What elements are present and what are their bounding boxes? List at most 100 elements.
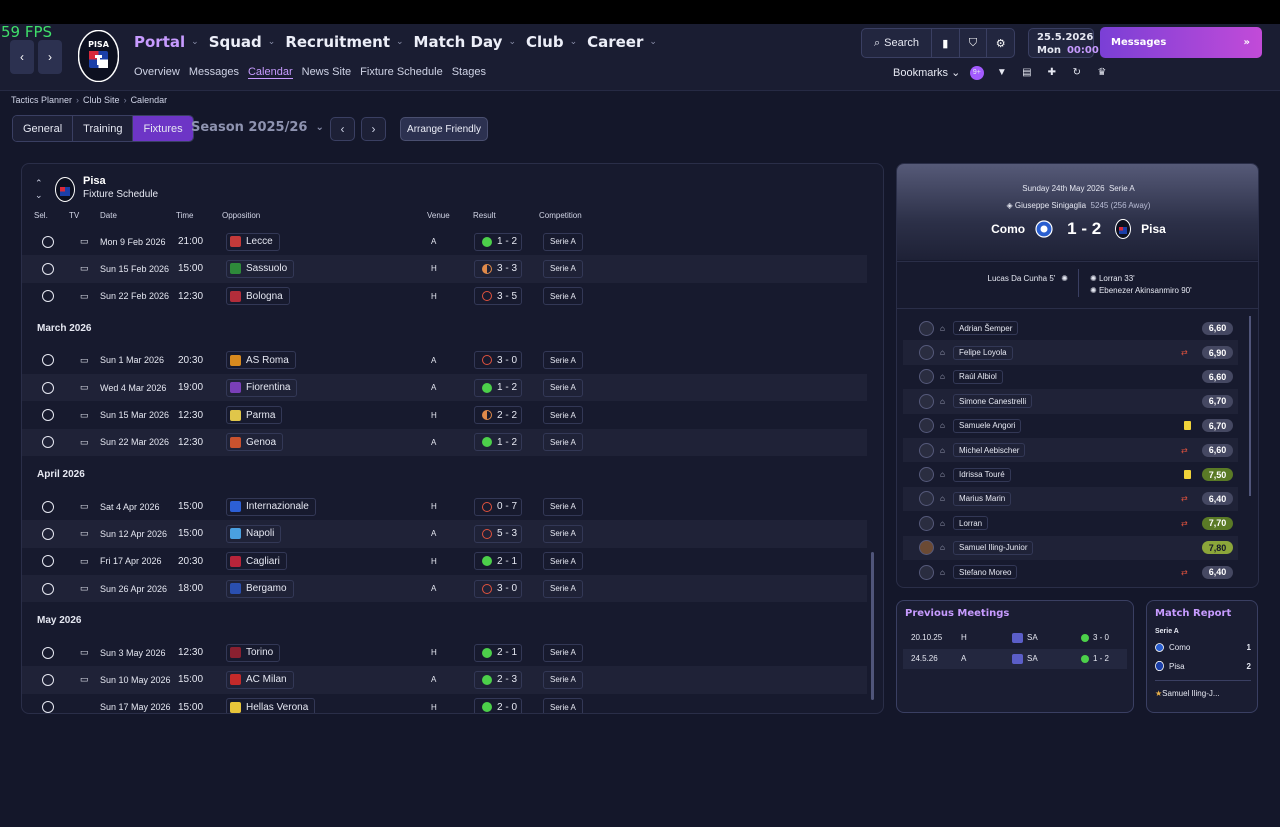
opposition-button[interactable]: AC Milan <box>226 670 294 689</box>
tab-general[interactable]: General <box>13 116 74 141</box>
back-button[interactable]: ‹ <box>10 40 34 74</box>
competition-button[interactable]: Serie A <box>543 287 583 306</box>
chat-icon[interactable]: 9+ <box>968 64 985 81</box>
opposition-button[interactable]: Sassuolo <box>226 259 295 278</box>
previous-meetings-title[interactable]: Previous Meetings <box>905 608 1010 619</box>
select-radio[interactable] <box>42 701 54 713</box>
result-button[interactable]: 1 - 2 <box>474 378 522 397</box>
select-radio[interactable] <box>42 555 54 568</box>
home-team-name[interactable]: Como <box>991 222 1026 236</box>
select-radio[interactable] <box>42 409 54 422</box>
select-radio[interactable] <box>42 673 54 686</box>
select-radio[interactable] <box>42 235 54 248</box>
match-report-title[interactable]: Match Report <box>1155 608 1232 619</box>
select-radio[interactable] <box>42 354 54 367</box>
result-button[interactable]: 2 - 2 <box>474 406 522 425</box>
messages-button[interactable]: Messages » <box>1100 27 1262 58</box>
player-name-button[interactable]: Samuele Angori <box>953 418 1022 433</box>
clipboard-icon[interactable]: ▤ <box>1022 67 1032 78</box>
fixture-row[interactable]: ▭ Sun 26 Apr 2026 18:00 Bergamo A 3 - 0 Serie … <box>22 574 867 603</box>
select-radio[interactable] <box>42 262 54 275</box>
fixture-row[interactable]: ▭ Sun 22 Mar 2026 12:30 Genoa A 1 - 2 Serie A <box>22 428 867 457</box>
column-header-tv[interactable]: TV <box>69 211 80 220</box>
result-button[interactable]: 2 - 1 <box>474 643 522 662</box>
player-row[interactable]: ⌂ Michel Aebischer ⇄ 6,60 <box>903 437 1238 463</box>
competition-button[interactable]: Serie A <box>543 378 583 397</box>
player-name-button[interactable]: Michel Aebischer <box>953 443 1026 458</box>
result-button[interactable]: 3 - 0 <box>474 579 522 598</box>
fixture-row[interactable]: Sun 17 May 2026 15:00 Hellas Verona H 2 - 0 S… <box>22 694 867 713</box>
opposition-button[interactable]: Bologna <box>226 287 290 306</box>
player-row[interactable]: ⌂ Stefano Moreo ⇄ 6,40 <box>903 560 1238 584</box>
opposition-button[interactable]: Torino <box>226 643 281 662</box>
player-name-button[interactable]: Raúl Albiol <box>953 369 1003 384</box>
meeting-row[interactable]: 20.10.25 H SA 3 - 0 <box>911 633 1110 643</box>
competition-button[interactable]: Serie A <box>543 579 583 598</box>
result-button[interactable]: 1 - 2 <box>474 232 522 251</box>
nav-match-day[interactable]: Match Day ⌄ <box>413 33 516 51</box>
player-of-match[interactable]: ★Samuel Iling-J... <box>1155 689 1220 698</box>
subnav-calendar[interactable]: Calendar <box>247 66 293 79</box>
opposition-button[interactable]: Genoa <box>226 433 284 452</box>
result-button[interactable]: 1 - 2 <box>474 433 522 452</box>
opposition-button[interactable]: Internazionale <box>226 497 316 516</box>
breadcrumb-club-site[interactable]: Club Site <box>83 95 120 105</box>
shirt-icon[interactable]: ▼ <box>996 67 1007 78</box>
fixture-row[interactable]: ▭ Sat 4 Apr 2026 15:00 Internazionale H 0 - 7… <box>22 493 867 520</box>
fixture-row[interactable]: ▭ Sun 22 Feb 2026 12:30 Bologna H 3 - 5 Serie … <box>22 283 867 310</box>
bookmarks-dropdown[interactable]: Bookmarks ⌄ <box>893 67 961 79</box>
select-radio[interactable] <box>42 500 54 513</box>
column-header-time[interactable]: Time <box>176 211 194 220</box>
nav-career[interactable]: Career ⌄ <box>587 33 657 51</box>
fixture-row[interactable]: ▭ Sun 15 Feb 2026 15:00 Sassuolo H 3 - 3 Serie… <box>22 255 867 283</box>
subnav-overview[interactable]: Overview <box>134 66 180 78</box>
fixture-row[interactable]: ▭ Sun 12 Apr 2026 15:00 Napoli A 5 - 3 Serie A <box>22 520 867 548</box>
player-name-button[interactable]: Marius Marin <box>953 491 1012 506</box>
player-row[interactable]: ⌂ Adrian Šemper 6,60 <box>903 316 1238 340</box>
subnav-news-site[interactable]: News Site <box>301 66 352 78</box>
game-date-button[interactable]: 25.5.2026 Mon 00:00 <box>1028 28 1099 58</box>
competition-button[interactable]: Serie A <box>543 643 583 662</box>
player-name-button[interactable]: Samuel Iling-Junior <box>953 540 1034 555</box>
competition-button[interactable]: Serie A <box>543 351 583 370</box>
player-row[interactable]: ⌂ Idrissa Touré 7,50 <box>903 462 1238 486</box>
player-row[interactable]: ⌂ Marius Marin ⇄ 6,40 <box>903 486 1238 512</box>
result-button[interactable]: 5 - 3 <box>474 524 522 543</box>
nav-club[interactable]: Club ⌄ <box>525 33 578 51</box>
nav-squad[interactable]: Squad ⌄ <box>208 33 276 51</box>
column-header-result[interactable]: Result <box>473 211 496 220</box>
season-selector[interactable]: Season 2025/26 ⌄ <box>191 120 324 135</box>
away-team-name[interactable]: Pisa <box>1141 222 1166 236</box>
player-name-button[interactable]: Idrissa Touré <box>953 467 1011 482</box>
tab-fixtures[interactable]: Fixtures <box>133 116 193 141</box>
column-header-competition[interactable]: Competition <box>539 211 582 220</box>
competition-button[interactable]: Serie A <box>543 524 583 543</box>
meeting-row[interactable]: 24.5.26 A SA 1 - 2 <box>903 649 1127 669</box>
nav-recruitment[interactable]: Recruitment ⌄ <box>285 33 404 51</box>
settings-button[interactable]: ⚙ <box>987 29 1014 57</box>
result-button[interactable]: 2 - 3 <box>474 670 522 689</box>
player-list-scrollbar[interactable] <box>1249 316 1251 496</box>
opposition-button[interactable]: Fiorentina <box>226 378 298 397</box>
player-name-button[interactable]: Felipe Loyola <box>953 345 1013 360</box>
result-button[interactable]: 0 - 7 <box>474 497 522 516</box>
result-button[interactable]: 3 - 5 <box>474 287 522 306</box>
search-button[interactable]: ⌕ Search <box>862 29 932 57</box>
competition-button[interactable]: Serie A <box>543 259 583 278</box>
opposition-button[interactable]: Bergamo <box>226 579 294 598</box>
tactics-icon[interactable]: ✚ <box>1047 67 1056 78</box>
player-name-button[interactable]: Stefano Moreo <box>953 565 1018 580</box>
club-crest-logo[interactable]: PISA <box>78 30 119 82</box>
trophy-icon[interactable]: ♛ <box>1097 67 1107 78</box>
bookmark-button[interactable]: ▮ <box>932 29 960 57</box>
fixture-list-scrollbar[interactable] <box>871 552 874 700</box>
result-button[interactable]: 2 - 0 <box>474 698 522 713</box>
select-radio[interactable] <box>42 646 54 659</box>
opposition-button[interactable]: Lecce <box>226 232 280 251</box>
select-radio[interactable] <box>42 436 54 449</box>
competition-button[interactable]: Serie A <box>543 232 583 251</box>
player-name-button[interactable]: Simone Canestrelli <box>953 394 1033 409</box>
forward-button[interactable]: › <box>38 40 62 74</box>
column-header-opposition[interactable]: Opposition <box>222 211 261 220</box>
player-row[interactable]: ⌂ Samuel Iling-Junior 7,80 <box>903 535 1238 560</box>
